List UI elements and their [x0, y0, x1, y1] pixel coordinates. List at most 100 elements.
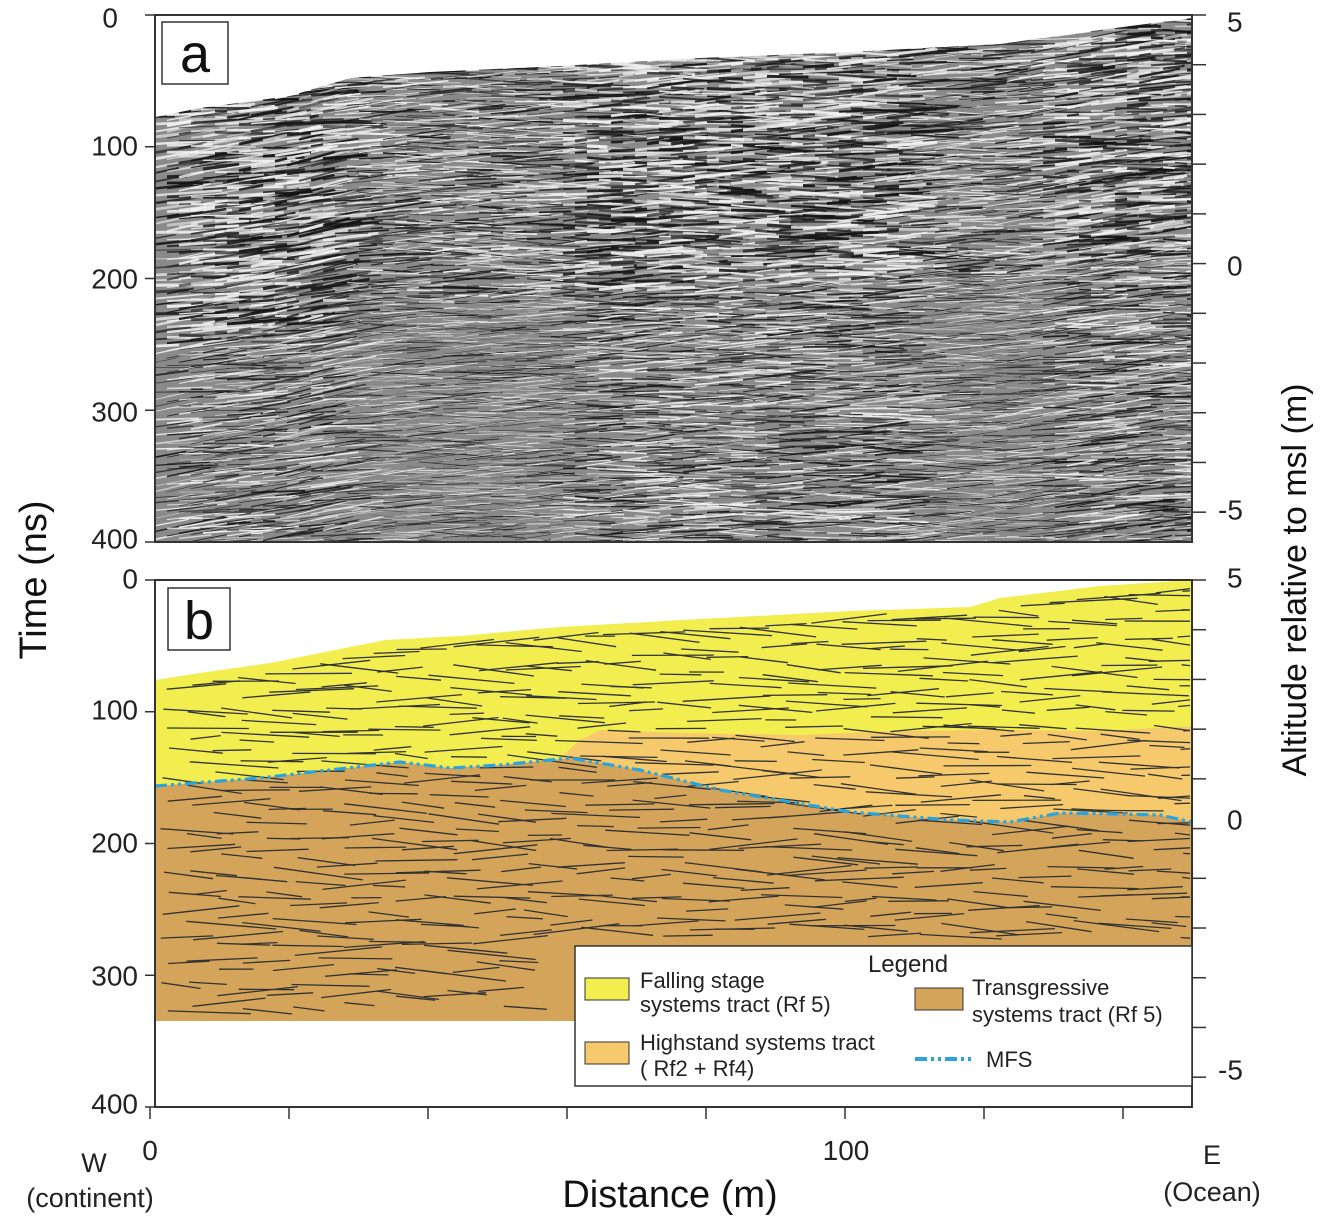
- radar-reflection: [526, 432, 575, 436]
- radar-reflection: [155, 377, 197, 384]
- radar-reflection: [442, 467, 490, 476]
- radar-reflection: [754, 55, 824, 57]
- radar-reflection: [718, 59, 761, 65]
- radar-reflection: [190, 128, 226, 133]
- radar-reflection: [694, 237, 717, 241]
- radar-reflection: [754, 511, 804, 515]
- radar-reflection: [586, 294, 610, 297]
- radar-reflection: [946, 414, 996, 421]
- radar-reflection: [778, 303, 826, 306]
- radar-reflection: [358, 174, 388, 180]
- radar-reflection: [1018, 346, 1043, 349]
- radar-reflection: [718, 383, 784, 388]
- radar-reflection: [826, 427, 860, 433]
- radar-reflection: [694, 323, 753, 333]
- radar-reflection: [346, 94, 384, 98]
- radar-reflection: [274, 259, 347, 274]
- radar-reflection: [994, 342, 1066, 348]
- radar-reflection: [718, 439, 758, 444]
- radar-reflection: [922, 214, 965, 218]
- radar-reflection: [682, 436, 733, 439]
- radar-reflection: [670, 478, 694, 484]
- radar-reflection: [358, 142, 381, 147]
- radar-reflection: [1018, 86, 1058, 93]
- radar-reflection: [898, 290, 974, 297]
- radar-reflection: [406, 471, 438, 473]
- radar-reflection: [490, 275, 543, 279]
- radar-reflection: [862, 273, 893, 278]
- radar-reflection: [682, 384, 710, 390]
- radar-reflection: [958, 427, 1002, 432]
- radar-reflection: [214, 222, 280, 236]
- radar-reflection: [226, 492, 279, 502]
- radar-reflection: [730, 500, 757, 505]
- radar-reflection: [226, 463, 251, 466]
- radar-reflection: [958, 534, 1000, 538]
- radar-reflection: [454, 473, 501, 478]
- radar-reflection: [802, 386, 834, 389]
- radar-reflection: [310, 469, 376, 472]
- radar-reflection: [238, 401, 291, 412]
- radar-reflection: [826, 93, 857, 98]
- radar-reflection: [886, 245, 951, 251]
- radar-reflection: [334, 269, 372, 278]
- radar-reflection: [514, 410, 569, 413]
- radar-reflection: [286, 532, 315, 538]
- radar-reflection: [922, 471, 973, 480]
- radar-reflection: [754, 115, 795, 122]
- radar-reflection: [658, 470, 690, 475]
- radar-reflection: [250, 376, 287, 381]
- radar-reflection: [274, 351, 313, 354]
- radar-reflection: [490, 359, 517, 361]
- radar-reflection: [874, 480, 899, 484]
- radar-reflection: [262, 215, 317, 222]
- radar-reflection: [358, 505, 385, 508]
- radar-reflection: [634, 515, 676, 520]
- radar-reflection: [718, 495, 785, 500]
- radar-reflection: [958, 499, 1034, 507]
- radar-reflection: [970, 120, 1016, 125]
- radar-reflection: [442, 101, 477, 108]
- radar-reflection: [790, 294, 815, 299]
- radar-reflection: [718, 423, 749, 427]
- radar-reflection: [574, 357, 610, 363]
- radar-reflection: [346, 390, 383, 393]
- radar-reflection: [982, 440, 1009, 443]
- radar-reflection: [202, 291, 232, 295]
- radar-reflection: [406, 214, 455, 216]
- radar-reflection: [226, 384, 250, 387]
- radar-reflection: [562, 375, 594, 380]
- radar-reflection: [886, 235, 922, 239]
- radar-reflection: [982, 455, 1051, 465]
- radar-reflection: [622, 232, 669, 236]
- radar-reflection: [994, 307, 1051, 316]
- radar-reflection: [886, 504, 927, 510]
- radar-reflection: [778, 113, 818, 116]
- radar-reflection: [922, 379, 983, 383]
- radar-reflection: [778, 485, 806, 491]
- radar-reflection: [538, 497, 574, 502]
- radar-reflection: [394, 353, 463, 365]
- radar-reflection: [334, 504, 384, 511]
- radar-reflection: [706, 341, 730, 344]
- radar-reflection: [346, 403, 369, 407]
- radar-reflection: [646, 124, 678, 127]
- radar-reflection: [946, 146, 988, 151]
- radar-reflection: [850, 89, 878, 93]
- radar-reflection: [766, 492, 811, 496]
- radar-reflection: [155, 429, 212, 436]
- radar-reflection: [538, 122, 605, 126]
- radar-reflection: [430, 475, 466, 479]
- radar-reflection: [694, 486, 747, 492]
- radar-reflection: [322, 373, 382, 388]
- radar-reflection: [406, 224, 452, 234]
- radar-reflection: [682, 113, 706, 116]
- radar-reflection: [298, 368, 353, 381]
- radar-reflection: [922, 284, 987, 291]
- radar-reflection: [166, 501, 227, 506]
- radar-reflection: [658, 326, 730, 328]
- radar-reflection: [574, 63, 623, 69]
- radar-reflection: [538, 407, 567, 410]
- radar-reflection: [274, 198, 318, 212]
- radar-reflection: [766, 535, 809, 541]
